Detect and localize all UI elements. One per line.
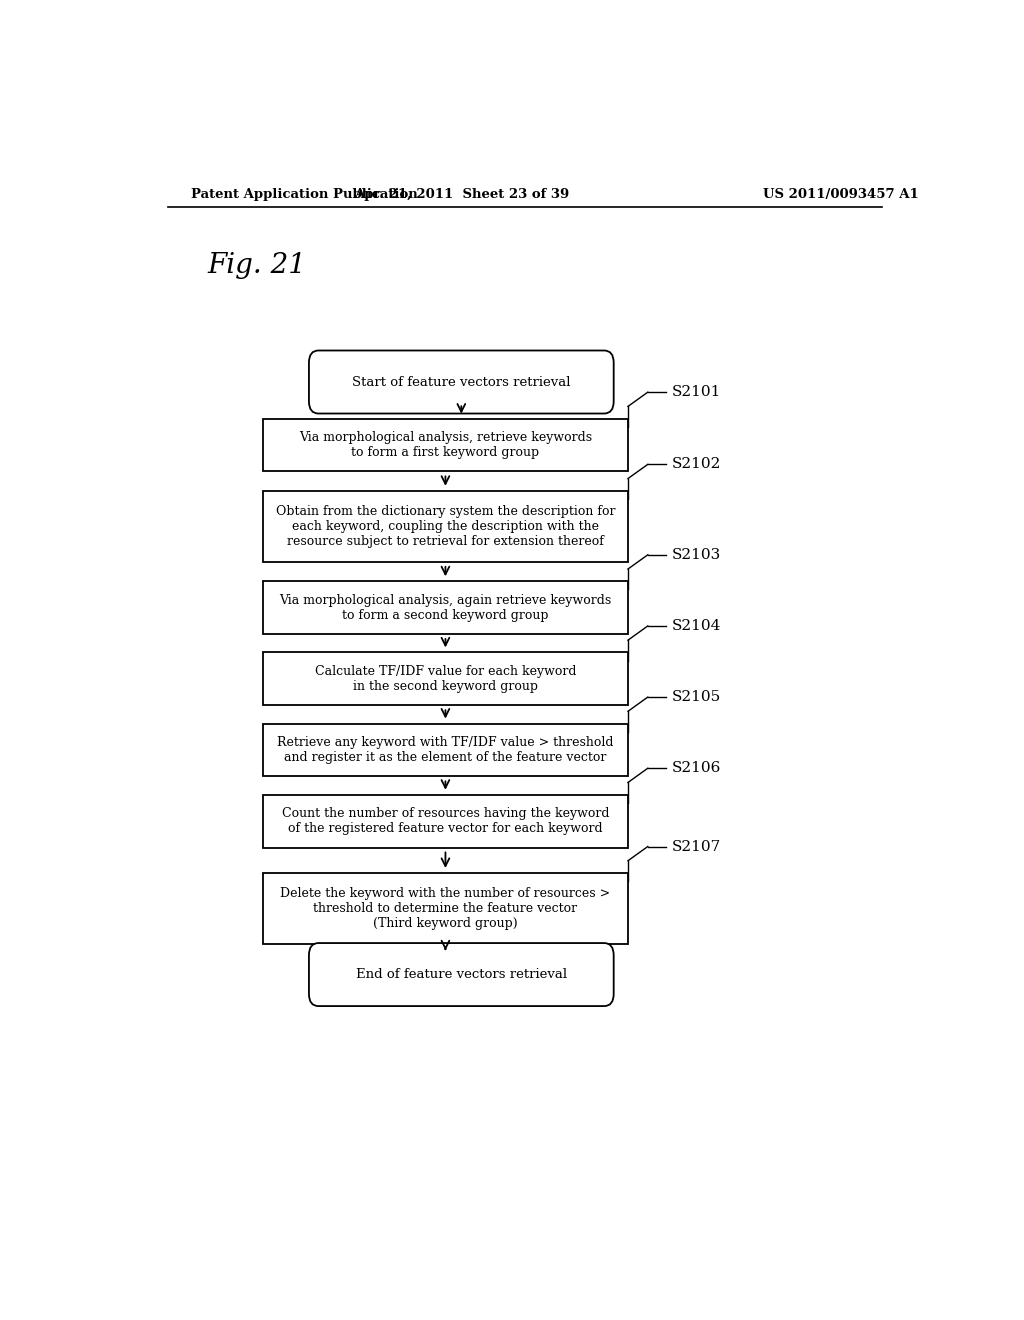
Text: Calculate TF/IDF value for each keyword
in the second keyword group: Calculate TF/IDF value for each keyword …: [314, 665, 577, 693]
Text: S2105: S2105: [672, 690, 721, 704]
Text: Apr. 21, 2011  Sheet 23 of 39: Apr. 21, 2011 Sheet 23 of 39: [353, 189, 569, 202]
Text: S2101: S2101: [672, 385, 721, 399]
Text: Delete the keyword with the number of resources >
threshold to determine the fea: Delete the keyword with the number of re…: [281, 887, 610, 931]
Text: S2106: S2106: [672, 762, 721, 775]
FancyBboxPatch shape: [309, 351, 613, 413]
Text: Fig. 21: Fig. 21: [207, 252, 306, 279]
Bar: [263, 723, 628, 776]
Text: S2107: S2107: [672, 840, 721, 854]
Bar: [263, 491, 628, 562]
Bar: [263, 581, 628, 634]
Bar: [263, 652, 628, 705]
Bar: [263, 795, 628, 847]
Text: Obtain from the dictionary system the description for
each keyword, coupling the: Obtain from the dictionary system the de…: [275, 504, 615, 548]
Text: Patent Application Publication: Patent Application Publication: [191, 189, 418, 202]
Text: S2104: S2104: [672, 619, 721, 634]
Text: Via morphological analysis, again retrieve keywords
to form a second keyword gro: Via morphological analysis, again retrie…: [280, 594, 611, 622]
Text: S2103: S2103: [672, 548, 721, 562]
Text: Retrieve any keyword with TF/IDF value > threshold
and register it as the elemen: Retrieve any keyword with TF/IDF value >…: [278, 737, 613, 764]
Bar: [263, 418, 628, 471]
FancyBboxPatch shape: [309, 942, 613, 1006]
Text: Count the number of resources having the keyword
of the registered feature vecto: Count the number of resources having the…: [282, 807, 609, 836]
Text: Start of feature vectors retrieval: Start of feature vectors retrieval: [352, 375, 570, 388]
Text: Via morphological analysis, retrieve keywords
to form a first keyword group: Via morphological analysis, retrieve key…: [299, 432, 592, 459]
Text: US 2011/0093457 A1: US 2011/0093457 A1: [763, 189, 919, 202]
Bar: [263, 873, 628, 944]
Text: End of feature vectors retrieval: End of feature vectors retrieval: [355, 968, 567, 981]
Text: S2102: S2102: [672, 457, 721, 471]
